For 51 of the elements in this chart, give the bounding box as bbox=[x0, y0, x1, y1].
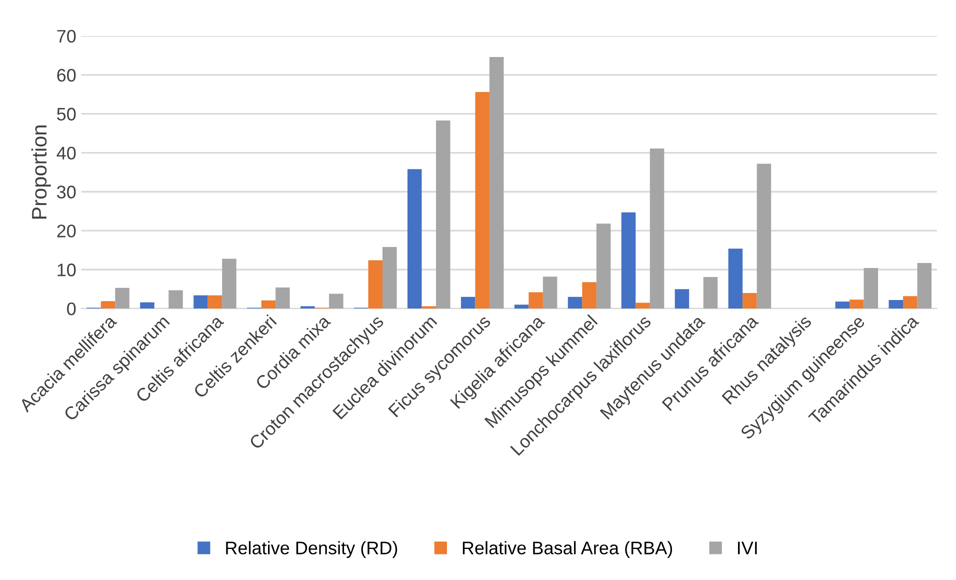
bar bbox=[460, 296, 476, 309]
bar bbox=[636, 302, 650, 309]
bar bbox=[864, 268, 878, 309]
bar bbox=[407, 169, 422, 309]
bar bbox=[528, 292, 543, 309]
y-tick-label: 20 bbox=[57, 224, 76, 238]
bar bbox=[194, 295, 208, 309]
bar bbox=[368, 260, 383, 309]
bar bbox=[140, 302, 154, 309]
y-tick-label: 60 bbox=[57, 68, 76, 82]
bar bbox=[100, 301, 116, 309]
bar bbox=[382, 247, 397, 309]
legend-label: Relative Basal Area (RBA) bbox=[462, 541, 672, 558]
bar bbox=[168, 290, 183, 309]
y-tick-label: 10 bbox=[58, 264, 76, 276]
bar bbox=[329, 294, 344, 309]
bar bbox=[903, 296, 918, 309]
bar bbox=[756, 164, 772, 309]
bar bbox=[115, 288, 130, 309]
bar bbox=[261, 300, 276, 309]
bar bbox=[542, 276, 558, 309]
bar bbox=[222, 258, 236, 309]
bar bbox=[582, 282, 596, 309]
bar bbox=[650, 148, 664, 309]
bar bbox=[489, 56, 504, 309]
y-tick-label: 0 bbox=[67, 302, 76, 316]
bar bbox=[850, 300, 864, 309]
y-tick-label: 50 bbox=[57, 108, 76, 121]
y-tick-label: 40 bbox=[56, 146, 76, 160]
bar bbox=[568, 296, 582, 309]
bar bbox=[436, 120, 450, 309]
bar bbox=[703, 277, 718, 309]
legend-label: IVI bbox=[738, 542, 757, 554]
bar bbox=[300, 306, 315, 309]
bar bbox=[742, 292, 757, 309]
bar bbox=[674, 289, 690, 309]
bar bbox=[728, 248, 743, 309]
bar bbox=[621, 212, 636, 309]
y-tick-label: 70 bbox=[57, 30, 76, 43]
bar bbox=[917, 262, 932, 309]
bar bbox=[888, 300, 904, 309]
bar bbox=[422, 306, 436, 309]
y-tick-label: 30 bbox=[57, 186, 76, 198]
bar bbox=[596, 224, 611, 309]
bar bbox=[475, 92, 490, 309]
bar bbox=[514, 304, 529, 309]
bar bbox=[835, 302, 850, 309]
bar bbox=[276, 288, 290, 309]
y-axis-title: Proportion bbox=[31, 126, 51, 219]
bar bbox=[208, 295, 222, 309]
legend-label: Relative Density (RD) bbox=[226, 541, 398, 558]
